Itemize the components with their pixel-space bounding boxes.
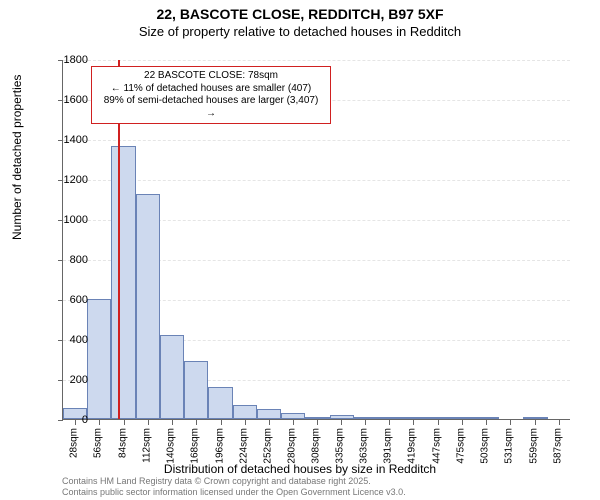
- annotation-line3: 89% of semi-detached houses are larger (…: [98, 95, 324, 120]
- gridline-h: [63, 140, 570, 141]
- xtick-mark: [535, 420, 536, 425]
- y-axis-label: Number of detached properties: [10, 75, 24, 240]
- ytick-mark: [58, 100, 63, 101]
- ytick-mark: [58, 140, 63, 141]
- xtick-label: 503sqm: [480, 428, 491, 464]
- ytick-mark: [58, 220, 63, 221]
- ytick-label: 800: [70, 254, 88, 266]
- xtick-label: 28sqm: [69, 428, 80, 458]
- histogram-bar: [233, 405, 257, 419]
- histogram-bar: [281, 413, 305, 419]
- footer-line1: Contains HM Land Registry data © Crown c…: [62, 476, 406, 487]
- histogram-bar: [330, 415, 354, 419]
- xtick-mark: [124, 420, 125, 425]
- ytick-mark: [58, 300, 63, 301]
- xtick-label: 308sqm: [311, 428, 322, 464]
- title-line1: 22, BASCOTE CLOSE, REDDITCH, B97 5XF: [0, 6, 600, 22]
- xtick-label: 224sqm: [238, 428, 249, 464]
- xtick-label: 559sqm: [528, 428, 539, 464]
- histogram-bar: [426, 417, 450, 419]
- xtick-mark: [413, 420, 414, 425]
- xtick-mark: [293, 420, 294, 425]
- xtick-mark: [365, 420, 366, 425]
- ytick-mark: [58, 340, 63, 341]
- xtick-label: 363sqm: [359, 428, 370, 464]
- xtick-mark: [148, 420, 149, 425]
- ytick-label: 200: [70, 374, 88, 386]
- xtick-label: 587sqm: [552, 428, 563, 464]
- xtick-mark: [196, 420, 197, 425]
- histogram-bar: [378, 417, 402, 419]
- annotation-box: 22 BASCOTE CLOSE: 78sqm← 11% of detached…: [91, 66, 331, 124]
- annotation-line1: 22 BASCOTE CLOSE: 78sqm: [98, 70, 324, 83]
- histogram-bar: [87, 299, 111, 419]
- xtick-label: 475sqm: [455, 428, 466, 464]
- footer-line2: Contains public sector information licen…: [62, 487, 406, 498]
- xtick-mark: [317, 420, 318, 425]
- ytick-label: 1600: [64, 94, 88, 106]
- xtick-mark: [559, 420, 560, 425]
- gridline-h: [63, 180, 570, 181]
- xtick-mark: [269, 420, 270, 425]
- xtick-mark: [462, 420, 463, 425]
- x-axis-label: Distribution of detached houses by size …: [0, 462, 600, 476]
- histogram-bar: [354, 417, 378, 419]
- histogram-bar: [475, 417, 499, 419]
- ytick-label: 1400: [64, 134, 88, 146]
- plot-region: 22 BASCOTE CLOSE: 78sqm← 11% of detached…: [62, 60, 570, 420]
- xtick-label: 196sqm: [214, 428, 225, 464]
- title-line2: Size of property relative to detached ho…: [0, 24, 600, 39]
- chart-area: 22 BASCOTE CLOSE: 78sqm← 11% of detached…: [62, 60, 570, 420]
- histogram-bar: [305, 417, 329, 419]
- histogram-bar: [184, 361, 208, 419]
- histogram-bar: [523, 417, 547, 419]
- xtick-mark: [172, 420, 173, 425]
- ytick-mark: [58, 380, 63, 381]
- xtick-mark: [99, 420, 100, 425]
- xtick-mark: [389, 420, 390, 425]
- ytick-mark: [58, 260, 63, 261]
- attribution-footer: Contains HM Land Registry data © Crown c…: [62, 476, 406, 498]
- ytick-mark: [58, 420, 63, 421]
- histogram-bar: [451, 417, 475, 419]
- xtick-mark: [341, 420, 342, 425]
- histogram-bar: [111, 146, 135, 419]
- chart-container: 22, BASCOTE CLOSE, REDDITCH, B97 5XF Siz…: [0, 0, 600, 500]
- ytick-label: 1800: [64, 54, 88, 66]
- xtick-label: 112sqm: [141, 428, 152, 463]
- xtick-label: 140sqm: [166, 428, 177, 464]
- xtick-label: 447sqm: [431, 428, 442, 464]
- histogram-bar: [257, 409, 281, 419]
- ytick-label: 0: [82, 414, 88, 426]
- xtick-label: 56sqm: [93, 428, 104, 458]
- xtick-mark: [510, 420, 511, 425]
- ytick-mark: [58, 60, 63, 61]
- ytick-label: 400: [70, 334, 88, 346]
- xtick-mark: [486, 420, 487, 425]
- annotation-line2: ← 11% of detached houses are smaller (40…: [98, 83, 324, 96]
- xtick-label: 84sqm: [117, 428, 128, 458]
- xtick-mark: [75, 420, 76, 425]
- ytick-mark: [58, 180, 63, 181]
- histogram-bar: [402, 417, 426, 419]
- title-block: 22, BASCOTE CLOSE, REDDITCH, B97 5XF Siz…: [0, 0, 600, 39]
- ytick-label: 600: [70, 294, 88, 306]
- xtick-label: 280sqm: [287, 428, 298, 464]
- xtick-mark: [438, 420, 439, 425]
- ytick-label: 1000: [64, 214, 88, 226]
- xtick-label: 531sqm: [504, 428, 515, 464]
- xtick-label: 391sqm: [383, 428, 394, 464]
- xtick-mark: [221, 420, 222, 425]
- ytick-label: 1200: [64, 174, 88, 186]
- histogram-bar: [208, 387, 232, 419]
- xtick-label: 168sqm: [190, 428, 201, 464]
- xtick-label: 252sqm: [262, 428, 273, 464]
- xtick-mark: [245, 420, 246, 425]
- histogram-bar: [136, 194, 160, 419]
- xtick-label: 419sqm: [407, 428, 418, 464]
- histogram-bar: [160, 335, 184, 419]
- xtick-label: 335sqm: [334, 428, 345, 464]
- gridline-h: [63, 60, 570, 61]
